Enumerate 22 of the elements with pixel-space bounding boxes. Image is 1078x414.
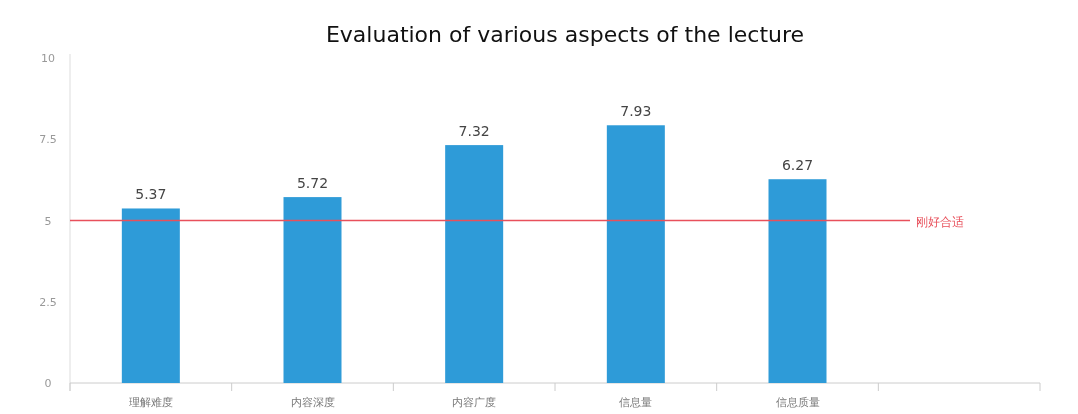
x-tick-label: 内容深度 — [290, 396, 335, 409]
x-tick-label: 信息质量 — [775, 396, 820, 409]
y-tick-label: 0 — [44, 377, 52, 390]
x-tick-label: 内容广度 — [452, 396, 497, 409]
data-label: 5.72 — [296, 175, 329, 192]
y-tick-label: 2.5 — [39, 295, 57, 309]
chart-title: Evaluation of various aspects of the lecture — [325, 22, 805, 47]
y-tick-label: 10 — [41, 52, 55, 65]
bar — [121, 208, 180, 383]
data-label: 6.27 — [781, 157, 814, 174]
data-label: 7.32 — [458, 123, 490, 140]
bar — [768, 179, 827, 383]
data-label: 7.93 — [620, 103, 652, 120]
y-tick-label: 7.5 — [39, 133, 57, 147]
x-tick-label: 理解难度 — [128, 396, 173, 409]
bar — [283, 197, 342, 383]
ref-line-label: 刚好合适 — [916, 214, 964, 229]
data-label: 5.37 — [135, 186, 167, 203]
x-tick-label: 信息量 — [619, 396, 653, 409]
bar — [445, 145, 504, 383]
y-tick-label: 5 — [44, 214, 52, 228]
bar — [606, 125, 665, 383]
